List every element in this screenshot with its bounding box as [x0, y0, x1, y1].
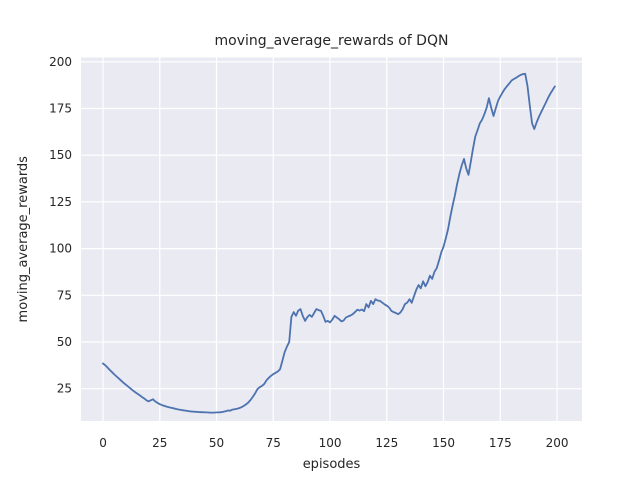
- plot-area: [81, 57, 582, 421]
- x-tick-label: 200: [546, 436, 569, 450]
- y-tick-label: 200: [49, 55, 72, 69]
- x-tick-labels: 0 25 50 75 100 125 150 175 200: [99, 436, 568, 450]
- x-tick-label: 50: [209, 436, 224, 450]
- y-tick-label: 175: [49, 101, 72, 115]
- x-axis-label: episodes: [303, 457, 361, 472]
- x-tick-label: 125: [375, 436, 398, 450]
- dqn-series-line: [102, 72, 556, 414]
- y-tick-label: 75: [57, 288, 72, 302]
- x-tick-label: 0: [99, 436, 107, 450]
- chart-title: moving_average_rewards of DQN: [215, 33, 449, 49]
- x-tick-label: 150: [432, 436, 455, 450]
- gridlines: [81, 57, 582, 421]
- x-tick-label: 175: [489, 436, 512, 450]
- y-tick-label: 50: [57, 335, 72, 349]
- x-tick-label: 75: [266, 436, 281, 450]
- y-tick-label: 100: [49, 242, 72, 256]
- y-tick-labels: 25 50 75 100 125 150 175 200: [49, 55, 72, 396]
- y-tick-label: 150: [49, 148, 72, 162]
- x-tick-label: 25: [152, 436, 167, 450]
- x-tick-label: 100: [319, 436, 342, 450]
- y-tick-label: 125: [49, 195, 72, 209]
- y-tick-label: 25: [57, 382, 72, 396]
- y-axis-label: moving_average_rewards: [16, 156, 31, 323]
